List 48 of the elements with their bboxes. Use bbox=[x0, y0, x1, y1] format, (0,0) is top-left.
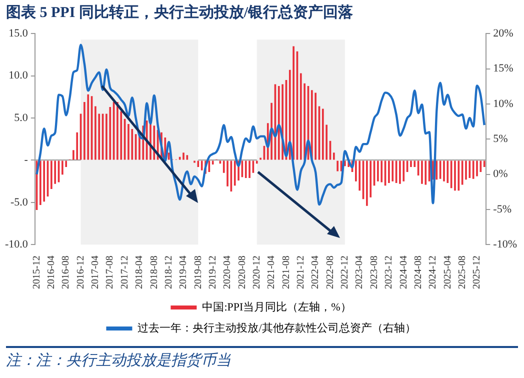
x-tick-label: 2023-04 bbox=[354, 256, 366, 290]
y-tick-label: 5.0 bbox=[14, 112, 28, 124]
x-tick-label: 2025-04 bbox=[442, 256, 454, 290]
y2-tick-label: 0% bbox=[493, 168, 508, 180]
x-tick-label: 2019-12 bbox=[207, 256, 218, 290]
x-tick-label: 2020-12 bbox=[252, 256, 262, 290]
x-tick-label: 2021-12 bbox=[296, 256, 307, 290]
x-tick-label: 2025-08 bbox=[456, 256, 468, 290]
legend-label: 过去一年：央行主动投放/其他存款性公司总资产（右轴） bbox=[138, 321, 416, 334]
x-tick-label: 2020-04 bbox=[222, 256, 234, 290]
y2-tick-label: 20% bbox=[493, 27, 514, 40]
x-tick-label: 2025-12 bbox=[472, 256, 483, 290]
y2-tick-label: -10% bbox=[493, 238, 517, 251]
x-tick-label: 2019-08 bbox=[192, 256, 204, 290]
x-tick-label: 2016-04 bbox=[46, 256, 58, 290]
y2-tick-label: 10% bbox=[493, 98, 514, 110]
y2-tick-label: 5% bbox=[493, 133, 508, 146]
y-tick-label: 10.0 bbox=[8, 70, 28, 82]
x-tick-label: 2024-04 bbox=[398, 256, 410, 290]
x-tick-label: 2018-04 bbox=[134, 256, 146, 290]
x-tick-label: 2023-12 bbox=[384, 256, 395, 290]
y-tick-label: 15.0 bbox=[8, 27, 28, 40]
x-tick-label: 2019-04 bbox=[178, 256, 190, 290]
x-tick-label: 2018-08 bbox=[148, 256, 160, 290]
chart-title: 图表 5 PPI 同比转正，央行主动投放/银行总资产回落 bbox=[6, 3, 354, 22]
x-tick-label: 2022-04 bbox=[310, 256, 322, 290]
y-tick-label: -10.0 bbox=[4, 238, 28, 251]
x-tick-label: 2015-12 bbox=[31, 256, 42, 290]
x-tick-label: 2017-12 bbox=[119, 256, 130, 290]
x-tick-label: 2020-08 bbox=[236, 256, 248, 290]
legend-label: 中国:PPI当月同比（左轴，%） bbox=[202, 300, 352, 314]
y-tick-label: - bbox=[24, 154, 28, 166]
text: 注：注：央行主动投放是指货币当 bbox=[6, 346, 518, 370]
y-tick-label: -5.0 bbox=[10, 196, 28, 208]
y2-tick-label: -5% bbox=[493, 203, 512, 216]
x-tick-label: 2023-08 bbox=[368, 256, 380, 290]
x-tick-label: 2018-12 bbox=[163, 256, 174, 290]
y2-tick-label: 15% bbox=[493, 62, 514, 75]
x-tick-label: 2016-12 bbox=[75, 256, 86, 290]
x-tick-label: 2022-12 bbox=[340, 256, 351, 290]
x-tick-label: 2017-08 bbox=[104, 256, 116, 290]
x-tick-label: 2022-08 bbox=[324, 256, 336, 290]
x-tick-label: 2021-08 bbox=[280, 256, 292, 290]
x-tick-label: 2024-08 bbox=[412, 256, 424, 290]
x-tick-label: 2024-12 bbox=[428, 256, 439, 290]
x-tick-label: 2021-04 bbox=[266, 256, 278, 290]
x-tick-label: 2017-04 bbox=[90, 256, 102, 290]
x-tick-label: 2016-08 bbox=[60, 256, 72, 290]
